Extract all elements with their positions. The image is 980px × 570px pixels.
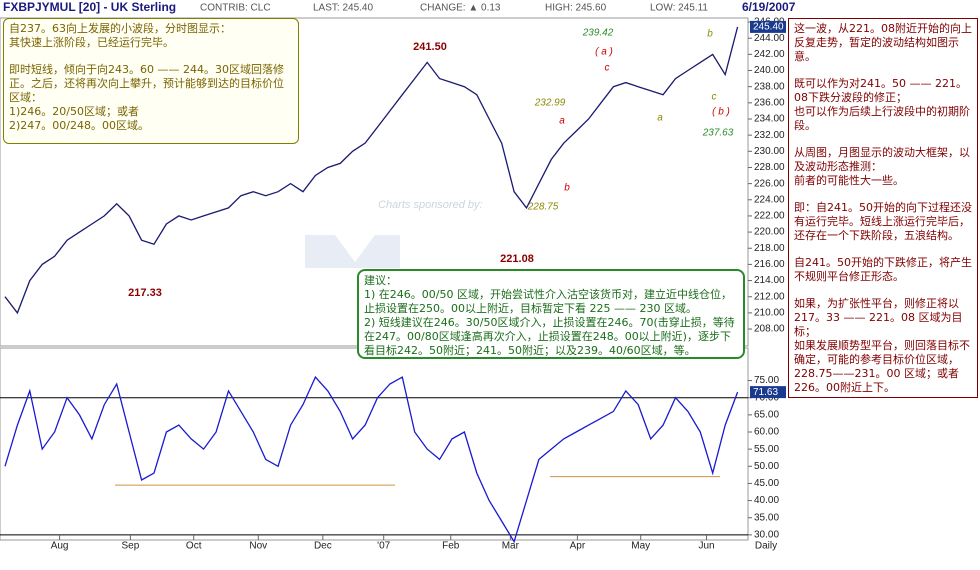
watermark: Charts sponsored by: bbox=[378, 199, 483, 211]
note-text: 自237。63向上发展的小波段，分时图显示： bbox=[9, 22, 231, 35]
y-tick-label: 216.00 bbox=[754, 259, 785, 270]
change: CHANGE: ▲ 0.13 bbox=[420, 3, 501, 14]
annotation: 241.50 bbox=[413, 41, 447, 53]
note-text: 前者的可能性大一些。 bbox=[794, 174, 904, 187]
y-tick-label: 242.00 bbox=[754, 49, 785, 60]
last-value-tag bbox=[750, 20, 786, 33]
note-text: 这一波，从221。08附近开始的向上反复走势，暂定的波动结构如图示意。 bbox=[794, 22, 972, 63]
last-value-label: 71.63 bbox=[753, 387, 778, 398]
note-text: 2)247。00/248。00区域。 bbox=[9, 119, 149, 132]
y-tick-label: 208.00 bbox=[754, 324, 785, 335]
y-tick-label: 75.00 bbox=[754, 375, 779, 386]
y-tick-label: 240.00 bbox=[754, 65, 785, 76]
note-text: 也可以作为后续上行波段中的初期阶段。 bbox=[794, 105, 970, 132]
y-tick-label: 35.00 bbox=[754, 512, 779, 523]
y-tick-label: 222.00 bbox=[754, 211, 785, 222]
y-tick-label: 60.00 bbox=[754, 427, 779, 438]
note-text: 从周图，月图显示的波动大框架，以及波动形态推测： bbox=[794, 146, 970, 173]
note-text: 1)246。20/50区域；或者 bbox=[9, 105, 139, 118]
y-tick-label: 55.00 bbox=[754, 444, 779, 455]
y-tick-label: 224.00 bbox=[754, 194, 785, 205]
last-value-tag bbox=[750, 386, 786, 399]
y-tick-label: 50.00 bbox=[754, 461, 779, 472]
y-tick-label: 214.00 bbox=[754, 275, 785, 286]
annotation: a bbox=[657, 113, 663, 124]
y-tick-label: 65.00 bbox=[754, 409, 779, 420]
x-tick-label: Oct bbox=[186, 541, 202, 552]
note-text: 既可以作为对241。50 —— 221。08下跌分波段的修正； bbox=[794, 77, 967, 104]
low: LOW: 245.11 bbox=[650, 3, 708, 14]
y-tick-label: 218.00 bbox=[754, 243, 785, 254]
note-text: 如果发展顺势型平台，则回落目标不确定，可能的参考目标价位区域，228.75——2… bbox=[794, 339, 970, 394]
annotation: 237.63 bbox=[702, 128, 734, 139]
note-text: 2) 短线建议在246。30/50区域介入，止损设置在246。70(击穿止损，等… bbox=[364, 316, 735, 357]
date: 6/19/2007 bbox=[742, 0, 796, 14]
annotation: b bbox=[564, 183, 570, 194]
note-text: 其快速上涨阶段，已经运行完毕。 bbox=[9, 36, 174, 49]
y-tick-label: 234.00 bbox=[754, 114, 785, 125]
annotation: c bbox=[712, 92, 717, 103]
y-tick-label: 230.00 bbox=[754, 146, 785, 157]
y-tick-label: 232.00 bbox=[754, 130, 785, 141]
annotation: 228.75 bbox=[527, 202, 559, 213]
last: LAST: 245.40 bbox=[313, 3, 373, 14]
note-text: 即时短线，倾向于向243。60 —— 244。30区域回落修正。之后，还将再次向… bbox=[9, 63, 284, 104]
x-tick-label: '07 bbox=[377, 541, 390, 552]
x-tick-label: Mar bbox=[502, 541, 520, 552]
note-text: 1) 在246。00/50 区域，开始尝试性介入沽空该货币对，建立近中线仓位，止… bbox=[364, 288, 732, 315]
y-tick-label: 244.00 bbox=[754, 33, 785, 44]
x-tick-label: Feb bbox=[442, 541, 460, 552]
indicator-panel bbox=[0, 347, 749, 541]
note-text: 自241。50开始的下跌修正，将产生不规则平台修正形态。 bbox=[794, 256, 972, 283]
annotation: 239.42 bbox=[582, 28, 614, 39]
y-tick-label: 236.00 bbox=[754, 97, 785, 108]
high: HIGH: 245.60 bbox=[545, 3, 607, 14]
watermark-logo bbox=[305, 235, 400, 268]
x-tick-label: May bbox=[631, 541, 650, 552]
note-box: 自237。63向上发展的小波段，分时图显示： 其快速上涨阶段，已经运行完毕。即时短… bbox=[3, 18, 299, 144]
y-tick-label: 220.00 bbox=[754, 227, 785, 238]
note-text: 即：自241。50开始的向下过程还没有运行完毕。短线上涨运行完毕后，还存在一个下… bbox=[794, 201, 972, 242]
annotation: b bbox=[707, 29, 713, 40]
annotation: ( b ) bbox=[712, 107, 730, 118]
x-axis-label: Daily bbox=[755, 541, 777, 552]
y-tick-label: 228.00 bbox=[754, 162, 785, 173]
note-box: 建议： 1) 在246。00/50 区域，开始尝试性介入沽空该货币对，建立近中线仓… bbox=[357, 269, 745, 359]
annotation: 217.33 bbox=[128, 287, 162, 299]
y-tick-label: 210.00 bbox=[754, 308, 785, 319]
y-tick-label: 212.00 bbox=[754, 291, 785, 302]
last-value-label: 245.40 bbox=[753, 22, 784, 33]
note-text: 建议： bbox=[364, 274, 397, 287]
annotation: ( a ) bbox=[595, 47, 613, 58]
contrib: CONTRIB: CLC bbox=[200, 3, 271, 14]
y-tick-label: 45.00 bbox=[754, 478, 779, 489]
y-tick-label: 226.00 bbox=[754, 178, 785, 189]
price-line bbox=[4, 375, 739, 544]
annotation: 221.08 bbox=[500, 253, 534, 265]
symbol: FXBPJYMUL [20] - UK Sterling bbox=[3, 0, 176, 14]
annotation: c bbox=[605, 63, 610, 74]
x-tick-label: Jun bbox=[698, 541, 714, 552]
annotation: 232.99 bbox=[534, 98, 566, 109]
x-tick-label: Sep bbox=[121, 541, 139, 552]
y-tick-label: 30.00 bbox=[754, 529, 779, 540]
x-tick-label: Nov bbox=[249, 541, 267, 552]
x-tick-label: Dec bbox=[314, 541, 332, 552]
y-tick-label: 40.00 bbox=[754, 495, 779, 506]
note-box: 这一波，从221。08附近开始的向上反复走势，暂定的波动结构如图示意。既可以作为… bbox=[788, 18, 978, 398]
annotation: a bbox=[559, 116, 565, 127]
price-line bbox=[4, 26, 739, 315]
note-text: 如果，为扩张性平台，则修正将以217。33 —— 221。08 区域为目标； bbox=[794, 297, 963, 338]
y-tick-label: 238.00 bbox=[754, 81, 785, 92]
x-tick-label: Aug bbox=[51, 541, 69, 552]
x-tick-label: Apr bbox=[570, 541, 586, 552]
